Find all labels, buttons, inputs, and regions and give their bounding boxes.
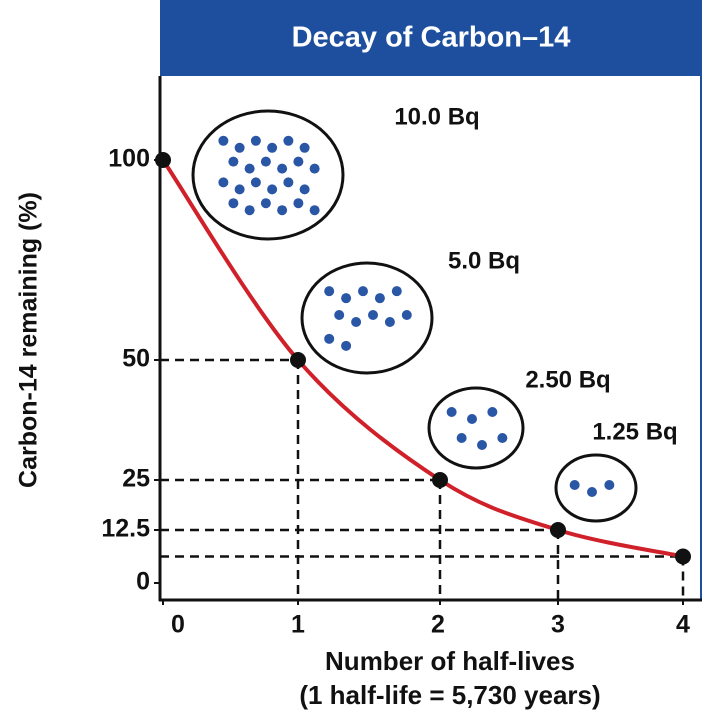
nucleus-dot <box>260 156 271 167</box>
x-axis-title: Number of half-lives <box>325 646 575 676</box>
data-point <box>432 472 448 488</box>
nucleus-dot <box>477 440 487 450</box>
nucleus-dot <box>497 433 508 443</box>
nucleus-dot <box>299 142 310 153</box>
nucleus-dot <box>309 163 320 174</box>
y-tick-label: 100 <box>108 145 150 173</box>
nucleus-dot <box>391 286 402 297</box>
nucleus-dot <box>218 135 229 146</box>
nucleus-dot <box>358 286 368 297</box>
x-tick-label: 1 <box>291 611 305 639</box>
chart-title: Decay of Carbon–14 <box>292 22 571 54</box>
nucleus-dot <box>218 177 229 188</box>
data-point <box>155 152 171 168</box>
nucleus-dot <box>293 156 304 167</box>
y-tick-label: 50 <box>122 345 150 373</box>
nucleus-dot <box>260 198 271 209</box>
nucleus-dot <box>587 487 597 497</box>
data-point <box>290 352 306 368</box>
x-tick-label: 3 <box>551 611 565 639</box>
nucleus-dot <box>368 310 378 320</box>
data-point <box>550 522 566 538</box>
nucleus-dot <box>234 184 245 195</box>
data-point <box>675 548 691 565</box>
nucleus-dot <box>234 142 245 153</box>
y-tick-label: 25 <box>122 465 150 493</box>
nucleus-dot <box>569 480 580 490</box>
activity-label: 5.0 Bq <box>448 247 520 274</box>
nucleus-dot <box>604 480 615 490</box>
nucleus-dot <box>467 414 477 424</box>
nucleus-dot <box>250 135 261 146</box>
sample-circle <box>191 109 345 241</box>
nucleus-dot <box>228 198 239 209</box>
sample-circle <box>300 261 434 375</box>
nucleus-dot <box>351 317 362 327</box>
activity-label: 2.50 Bq <box>525 366 610 393</box>
y-axis-title: Carbon-14 remaining (%) <box>15 192 43 488</box>
nucleus-dot <box>456 433 467 443</box>
x-tick-label: 4 <box>676 611 690 639</box>
nucleus-dot <box>244 205 255 216</box>
nucleus-dot <box>228 156 239 167</box>
nucleus-dot <box>283 177 294 188</box>
nucleus-dot <box>341 293 352 304</box>
nucleus-dot <box>324 333 335 344</box>
nucleus-dot <box>277 163 288 174</box>
nucleus-dot <box>487 407 498 417</box>
activity-label: 10.0 Bq <box>394 103 479 130</box>
x-tick-label: 0 <box>171 611 185 639</box>
nucleus-dot <box>309 205 320 216</box>
nucleus-dot <box>267 142 278 153</box>
decay-curve <box>161 158 684 559</box>
sample-circle <box>427 386 525 470</box>
nucleus-dot <box>334 310 345 320</box>
activity-label: 1.25 Bq <box>592 418 677 445</box>
nucleus-dot <box>446 407 457 417</box>
x-tick-label: 2 <box>431 611 445 639</box>
nucleus-dot <box>293 198 304 209</box>
nucleus-dot <box>374 293 385 304</box>
sample-illustrations <box>191 109 638 523</box>
nucleus-dot <box>244 163 255 174</box>
sample-circle <box>554 453 638 523</box>
nucleus-dot <box>324 286 335 297</box>
x-axis-subtitle: (1 half-life = 5,730 years) <box>299 680 600 710</box>
nucleus-dot <box>341 340 352 351</box>
nucleus-dot <box>267 184 278 195</box>
y-tick-label: 0 <box>136 568 150 596</box>
nucleus-dot <box>250 177 261 188</box>
y-tick-label: 12.5 <box>101 515 150 543</box>
nucleus-dot <box>299 184 310 195</box>
nucleus-dot <box>283 135 294 146</box>
nucleus-dot <box>401 310 412 320</box>
title-bar <box>160 0 702 76</box>
nucleus-dot <box>384 317 395 327</box>
nucleus-dot <box>277 205 288 216</box>
